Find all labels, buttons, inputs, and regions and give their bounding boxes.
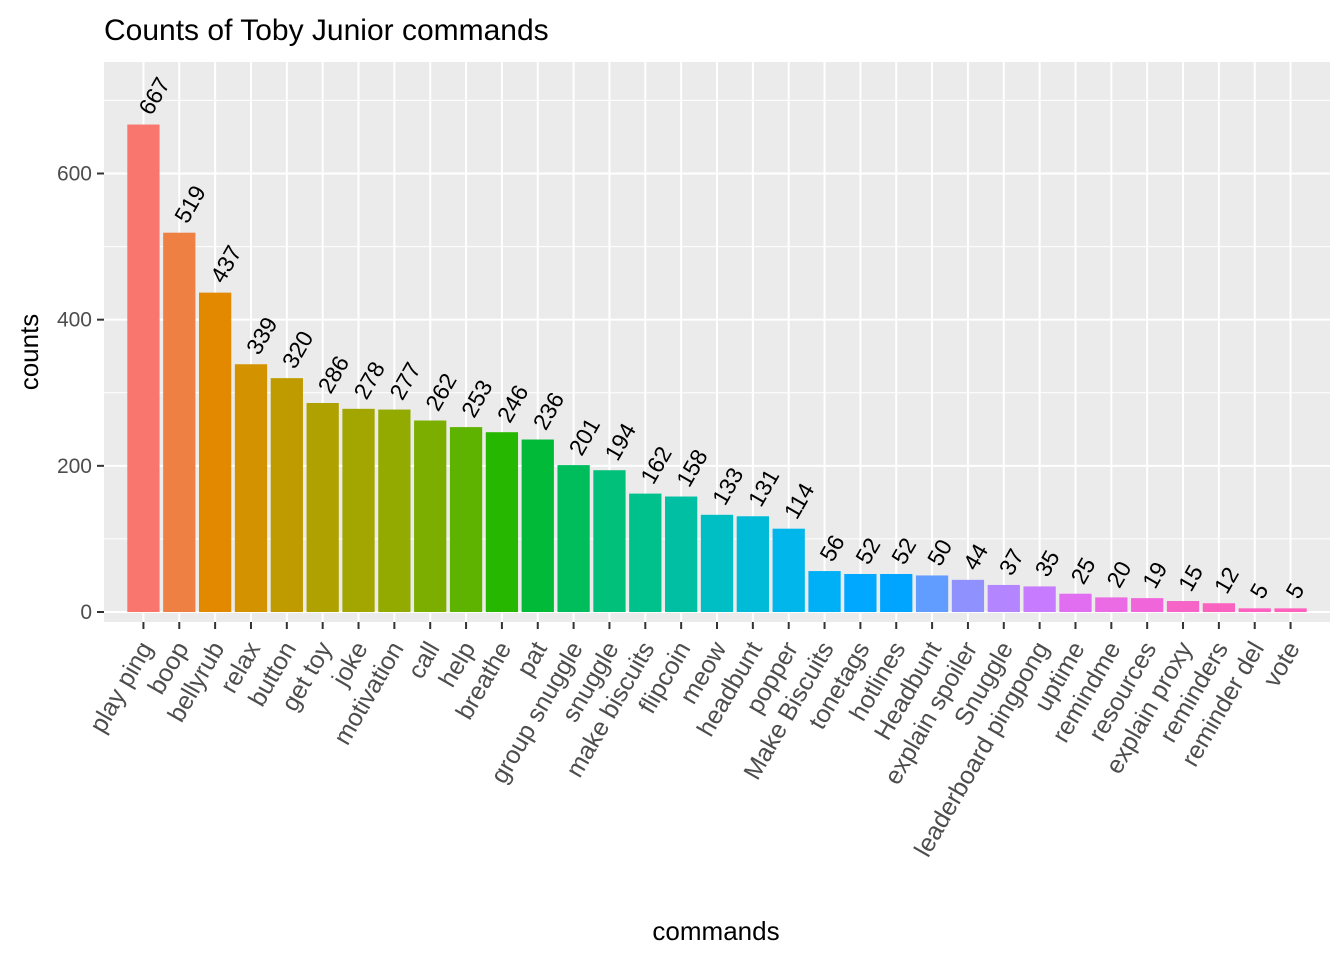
bar — [1023, 586, 1056, 612]
bar — [915, 575, 949, 612]
y-axis-ticks: 0 200 400 600 — [57, 163, 104, 624]
bar — [1095, 597, 1128, 612]
bar — [951, 579, 985, 612]
bar — [485, 432, 519, 612]
bar — [1059, 593, 1092, 612]
bar — [1131, 598, 1164, 612]
bar — [1274, 608, 1307, 612]
bar — [1238, 608, 1271, 612]
bar — [414, 420, 447, 612]
bar — [880, 573, 913, 612]
bar — [593, 470, 626, 612]
bar — [987, 584, 1020, 612]
bar — [700, 514, 734, 612]
y-axis-title: counts — [14, 314, 44, 391]
y-tick-label: 400 — [57, 309, 92, 332]
bar — [306, 402, 339, 612]
bar — [163, 232, 196, 612]
chart-title: Counts of Toby Junior commands — [104, 14, 549, 47]
x-tick-label: vote — [1258, 637, 1306, 692]
y-tick-label: 0 — [80, 601, 92, 624]
y-tick-label: 200 — [57, 455, 92, 478]
bar — [557, 465, 590, 612]
bar — [234, 364, 268, 612]
bar — [127, 124, 160, 612]
bar — [629, 493, 662, 612]
bar — [1202, 603, 1236, 612]
bar — [736, 516, 769, 612]
bars — [127, 124, 1307, 612]
y-tick-label: 600 — [57, 163, 92, 186]
bar — [521, 439, 554, 612]
bar — [1166, 601, 1200, 612]
x-axis-title: commands — [652, 916, 779, 946]
bar — [198, 292, 232, 612]
bar — [844, 573, 877, 612]
bar — [449, 427, 483, 612]
bar — [342, 408, 375, 612]
bar — [378, 409, 411, 612]
bar — [808, 571, 841, 612]
bar — [665, 496, 698, 612]
bar — [772, 528, 805, 612]
bar — [270, 378, 303, 612]
